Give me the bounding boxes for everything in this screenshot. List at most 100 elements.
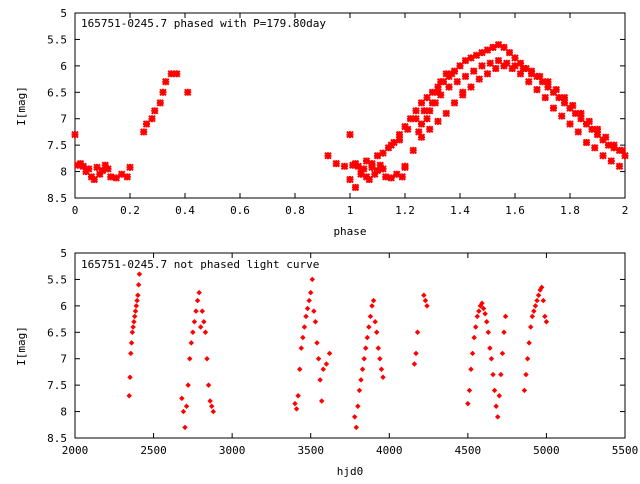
data-point xyxy=(552,85,560,94)
x-tick-label: 0.2 xyxy=(120,204,140,217)
data-point xyxy=(450,67,459,75)
data-point xyxy=(472,324,479,330)
data-point xyxy=(185,382,191,388)
y-ticks-bottom: 5 5.5 6 6.5 7 7.5 8 8.5 xyxy=(47,247,625,445)
data-point xyxy=(167,70,175,78)
data-point xyxy=(409,146,417,155)
data-point xyxy=(434,117,442,126)
data-point xyxy=(378,366,385,373)
data-point xyxy=(437,91,445,99)
data-point xyxy=(533,85,541,94)
data-point xyxy=(324,152,332,160)
data-point xyxy=(96,170,104,178)
data-point xyxy=(373,329,380,336)
data-point xyxy=(541,93,549,102)
data-point xyxy=(140,128,148,136)
x-tick-label: 1.2 xyxy=(395,204,415,217)
y-tick-label: 8.5 xyxy=(47,432,67,445)
data-point xyxy=(487,345,493,351)
data-point xyxy=(183,403,190,410)
y-tick-label: 7.5 xyxy=(47,139,67,152)
data-point xyxy=(569,101,577,110)
data-point xyxy=(615,162,624,170)
plot-frame-bottom xyxy=(74,252,626,439)
data-point xyxy=(445,72,453,81)
data-point xyxy=(482,311,488,317)
data-point xyxy=(523,371,529,378)
data-point xyxy=(292,400,298,407)
data-point xyxy=(511,54,519,62)
data-point xyxy=(571,109,580,118)
data-point xyxy=(309,276,316,283)
data-point xyxy=(107,173,115,181)
data-point xyxy=(412,107,420,115)
data-points-bottom xyxy=(126,271,550,431)
data-point xyxy=(498,371,504,378)
chart-title-top: 165751-0245.7 phased with P=179.80day xyxy=(81,17,326,30)
data-point xyxy=(210,408,217,415)
data-point xyxy=(494,41,503,49)
data-point xyxy=(582,138,591,147)
data-point xyxy=(368,163,376,172)
data-point xyxy=(508,64,516,73)
x-tick-label: 1.8 xyxy=(560,204,580,217)
x-tick-label: 0.6 xyxy=(230,204,250,217)
data-point xyxy=(404,125,412,133)
data-point xyxy=(346,130,354,139)
data-point xyxy=(505,48,514,57)
data-point xyxy=(488,355,495,362)
data-point xyxy=(459,91,467,99)
y-tick-label: 5.5 xyxy=(47,33,67,46)
data-point xyxy=(191,318,198,325)
data-point xyxy=(360,165,368,173)
data-point xyxy=(474,313,481,320)
data-point xyxy=(368,159,376,168)
data-point xyxy=(351,414,358,420)
data-point xyxy=(496,392,503,399)
data-point xyxy=(375,345,382,351)
data-point xyxy=(566,120,574,128)
data-point xyxy=(483,70,492,78)
x-tick-label: 4500 xyxy=(455,444,482,457)
data-point xyxy=(380,374,386,380)
data-point xyxy=(156,99,164,107)
data-point xyxy=(417,133,426,141)
data-point xyxy=(417,120,426,128)
data-point xyxy=(134,297,140,304)
data-point xyxy=(371,170,379,178)
y-tick-label: 6.5 xyxy=(47,326,67,339)
data-point xyxy=(461,56,470,65)
data-point xyxy=(585,117,593,126)
data-point xyxy=(199,308,206,314)
data-point xyxy=(366,324,372,330)
x-tick-label: 0 xyxy=(72,204,79,217)
data-point xyxy=(126,392,132,399)
data-point xyxy=(475,75,483,83)
chart-title-bottom: 165751-0245.7 not phased light curve xyxy=(81,258,319,271)
data-point xyxy=(301,324,308,330)
data-point xyxy=(413,350,419,357)
data-point xyxy=(574,128,582,136)
data-point xyxy=(536,72,544,81)
data-point xyxy=(382,173,390,181)
x-tick-label: 3000 xyxy=(219,444,246,457)
data-point xyxy=(367,313,374,320)
data-point xyxy=(525,78,533,86)
data-point xyxy=(467,54,475,62)
data-point xyxy=(577,115,585,123)
data-point xyxy=(148,115,156,123)
data-point xyxy=(142,120,151,128)
y-tick-label: 6 xyxy=(60,60,67,73)
data-point xyxy=(377,355,383,362)
data-point xyxy=(558,112,566,120)
data-point xyxy=(478,62,486,70)
data-point xyxy=(529,313,536,320)
data-point xyxy=(412,115,420,123)
data-point xyxy=(112,174,120,182)
x-axis-label-bottom: hjd0 xyxy=(337,465,364,478)
data-point xyxy=(604,141,613,149)
data-point xyxy=(456,62,464,70)
data-point xyxy=(197,324,204,330)
